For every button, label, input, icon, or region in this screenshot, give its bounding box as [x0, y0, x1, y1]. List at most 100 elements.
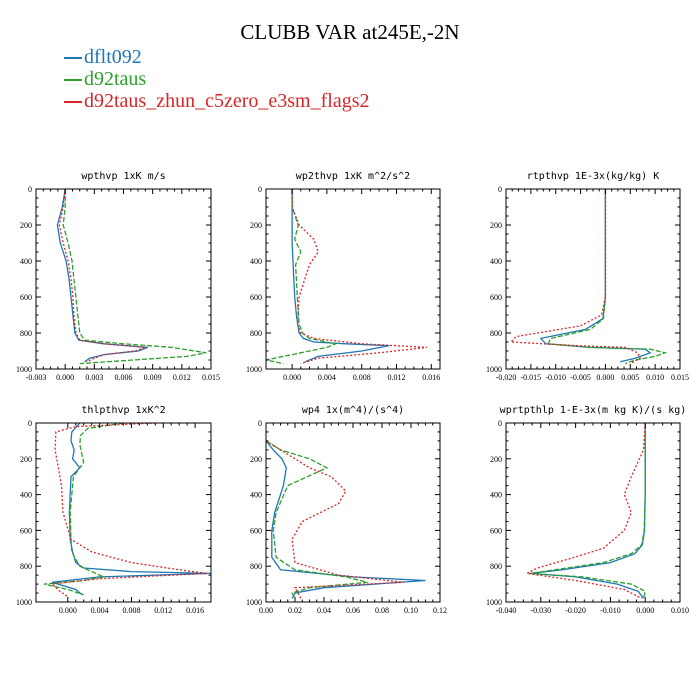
- y-tick-label: 400: [250, 257, 262, 266]
- series-line-2: [530, 423, 646, 599]
- x-tick-label: 0.005: [621, 373, 639, 382]
- x-tick-label: -0.015: [521, 373, 542, 382]
- y-tick-label: 800: [490, 329, 502, 338]
- y-tick-label: 600: [490, 526, 502, 535]
- y-tick-label: 0: [28, 185, 32, 194]
- series-line-2: [266, 189, 338, 365]
- figure-title: CLUBB VAR at245E,-2N: [240, 20, 460, 44]
- x-tick-label: 0.000: [59, 606, 77, 615]
- x-tick-label: 0.08: [375, 606, 389, 615]
- x-tick-label: 0.008: [353, 373, 371, 382]
- y-tick-label: 800: [250, 329, 262, 338]
- subplot-title: rtpthvp 1E-3x(kg/kg) K: [527, 171, 659, 182]
- x-tick-label: -0.003: [26, 373, 47, 382]
- y-tick-label: 1000: [486, 598, 502, 607]
- plot-frame: [265, 422, 441, 603]
- x-tick-label: -0.040: [496, 606, 517, 615]
- x-tick-label: 0.010: [671, 606, 689, 615]
- x-tick-label: -0.020: [565, 606, 586, 615]
- series-line-3: [291, 189, 427, 365]
- series-line-2: [62, 189, 207, 365]
- plot-frame: [505, 422, 681, 603]
- y-tick-label: 1000: [16, 598, 32, 607]
- y-tick-label: 1000: [486, 365, 502, 374]
- x-tick-label: 0.000: [636, 606, 654, 615]
- y-tick-label: 0: [28, 419, 32, 428]
- y-tick-label: 200: [490, 455, 502, 464]
- x-tick-label: 0.000: [283, 373, 301, 382]
- y-tick-label: 0: [498, 419, 502, 428]
- x-tick-label: 0.000: [596, 373, 614, 382]
- series-line-2: [266, 440, 368, 599]
- legend-item-d92taus-zhun: d92taus_zhun_c5zero_e3sm_flags2: [64, 90, 369, 112]
- plot-frame: [35, 188, 212, 370]
- y-tick-label: 600: [250, 293, 262, 302]
- y-tick-label: 0: [498, 185, 502, 194]
- subplot-4: thlpthvp 1xK^2 0.000 0.004 0.008 0.012 0.016 0…: [16, 405, 212, 615]
- x-tick-label: -0.030: [530, 606, 551, 615]
- x-tick-label: 0.012: [154, 606, 172, 615]
- series-line-2: [43, 423, 124, 596]
- subplot-title: thlpthvp 1xK^2: [81, 405, 165, 416]
- x-tick-label: 0.015: [671, 373, 689, 382]
- legend-label-d92taus-zhun: d92taus_zhun_c5zero_e3sm_flags2: [84, 90, 370, 112]
- subplot-5: wp4 1x(m^4)/(s^4) 0.00 0.02 0.04 0.06 0.08 0.1…: [246, 405, 447, 615]
- legend-item-dflt092: dflt092: [64, 46, 369, 68]
- subplot-title: wprtpthlp 1-E-3x(m kg K)/(s kg): [500, 405, 687, 416]
- x-tick-label: 0.003: [85, 373, 103, 382]
- subplot-1: wpthvp 1xK m/s -0.003 0.000 0.003 0.006 0.009…: [16, 171, 220, 382]
- plot-frame: [35, 422, 212, 603]
- x-tick-label: -0.020: [496, 373, 517, 382]
- subplot-title: wpthvp 1xK m/s: [81, 171, 165, 182]
- y-tick-label: 800: [490, 562, 502, 571]
- y-tick-label: 1000: [246, 598, 262, 607]
- x-tick-label: 0.004: [318, 373, 336, 382]
- subplot-6: wprtpthlp 1-E-3x(m kg K)/(s kg) -0.040 -0.…: [486, 405, 689, 615]
- subplot-3: rtpthvp 1E-3x(kg/kg) K -0.020 -0.015 -0.010…: [486, 171, 689, 382]
- x-tick-label: 0.006: [115, 373, 133, 382]
- x-tick-label: 0.012: [173, 373, 191, 382]
- x-tick-label: -0.010: [545, 373, 566, 382]
- series-line-2: [547, 189, 668, 365]
- x-tick-label: 0.06: [346, 606, 360, 615]
- series-line-3: [266, 440, 404, 599]
- x-tick-label: 0.016: [186, 606, 204, 615]
- x-tick-label: 0.000: [56, 373, 74, 382]
- subplot-title: wp4 1x(m^4)/(s^4): [302, 405, 404, 416]
- series-line-1: [291, 189, 390, 363]
- x-tick-label: 0.009: [144, 373, 162, 382]
- y-tick-label: 200: [490, 221, 502, 230]
- x-tick-label: 0.10: [404, 606, 418, 615]
- y-tick-label: 0: [258, 185, 262, 194]
- y-tick-label: 400: [250, 491, 262, 500]
- y-tick-label: 400: [490, 491, 502, 500]
- series-line-3: [524, 423, 646, 599]
- x-tick-label: 0.004: [91, 606, 109, 615]
- y-tick-label: 800: [250, 562, 262, 571]
- series-line-1: [530, 423, 646, 599]
- plot-frame: [505, 188, 681, 370]
- series-line-3: [58, 189, 146, 363]
- legend-swatch-dflt092: [64, 57, 82, 60]
- y-tick-label: 600: [20, 293, 32, 302]
- x-tick-label: 0.015: [202, 373, 220, 382]
- legend-label-d92taus: d92taus: [84, 68, 147, 90]
- y-tick-label: 400: [490, 257, 502, 266]
- y-tick-label: 1000: [16, 365, 32, 374]
- y-tick-label: 400: [20, 491, 32, 500]
- legend-item-d92taus: d92taus: [64, 68, 369, 90]
- y-tick-label: 800: [20, 562, 32, 571]
- x-tick-label: 0.00: [259, 606, 273, 615]
- y-tick-label: 600: [250, 526, 262, 535]
- y-tick-label: 200: [250, 455, 262, 464]
- y-tick-label: 600: [490, 293, 502, 302]
- series-line-1: [539, 189, 652, 363]
- series-line-1: [51, 423, 211, 596]
- legend-swatch-d92taus: [64, 79, 82, 82]
- x-tick-label: 0.016: [422, 373, 440, 382]
- y-tick-label: 600: [20, 526, 32, 535]
- subplot-2: wp2thvp 1xK m^2/s^2 0.000 0.004 0.008 0.012 0…: [246, 171, 441, 382]
- y-tick-label: 200: [20, 455, 32, 464]
- series-line-3: [509, 189, 642, 365]
- x-tick-label: 0.04: [317, 606, 331, 615]
